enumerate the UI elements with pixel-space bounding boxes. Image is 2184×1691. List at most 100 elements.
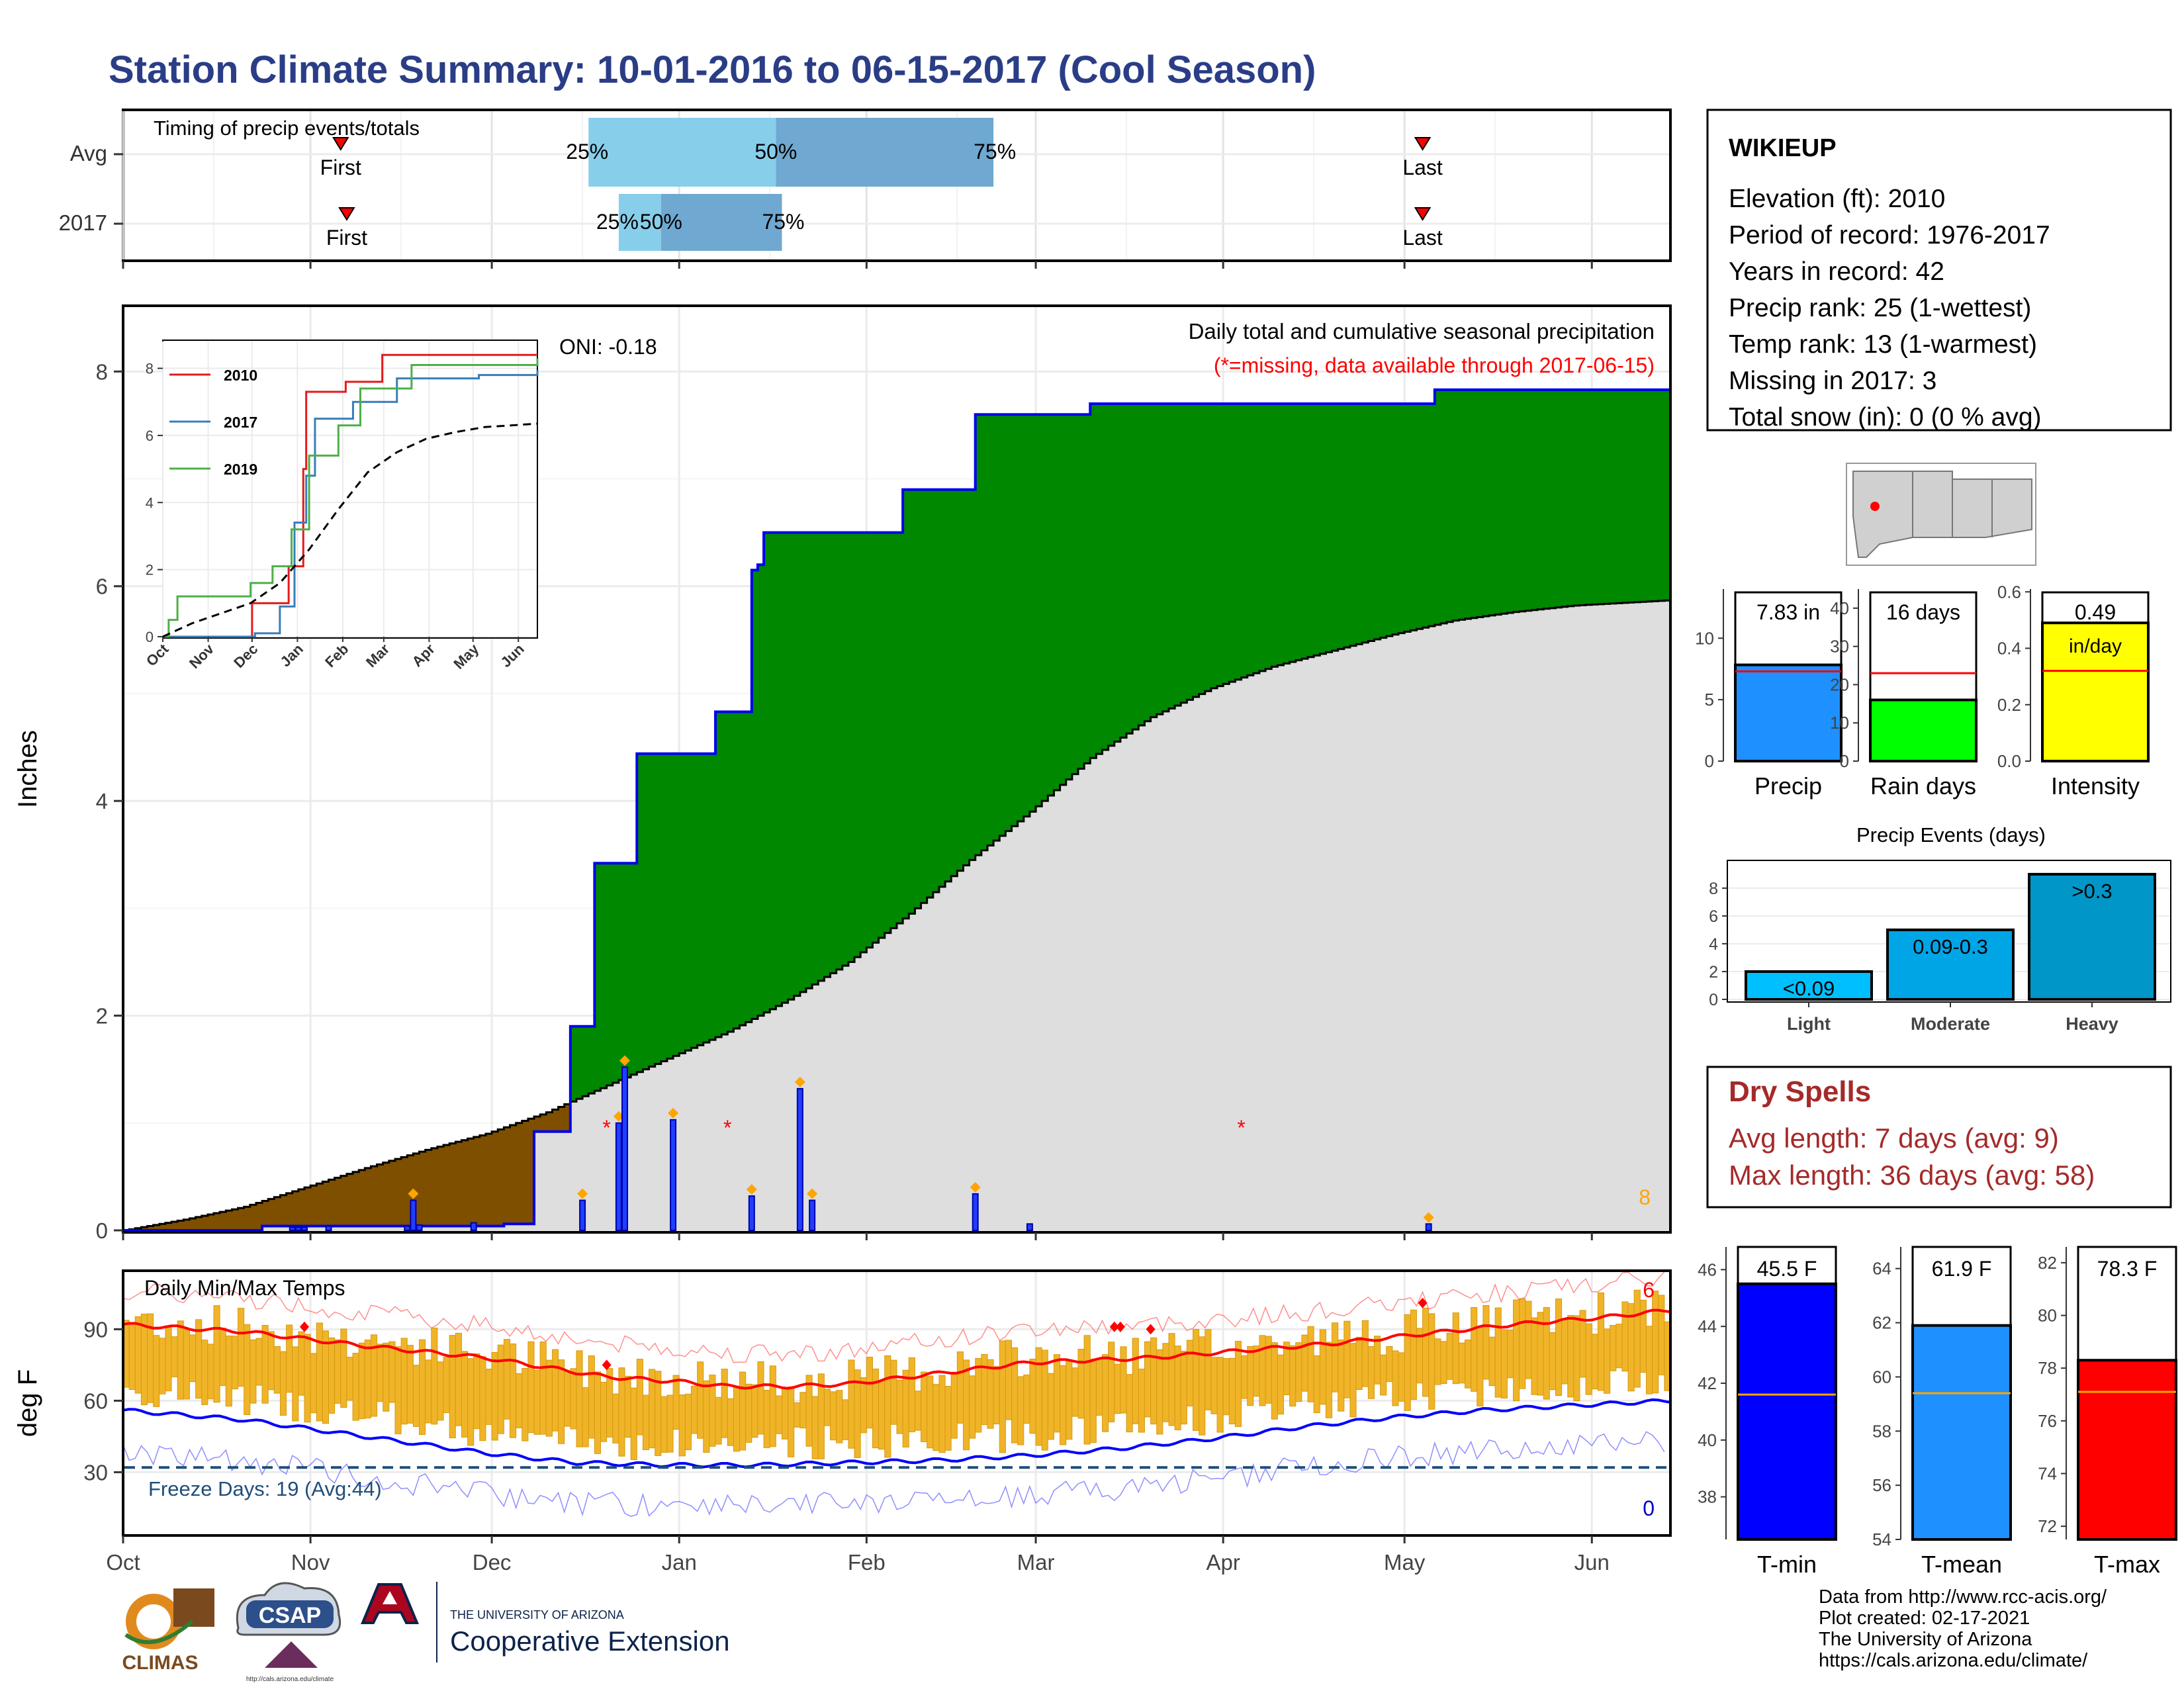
- temp-stat-y-tick-label: 58: [1872, 1421, 1891, 1441]
- missing-count: 8: [1639, 1185, 1651, 1209]
- precip-surplus-band: [1621, 389, 1629, 603]
- daily-temp-bar: [1199, 1336, 1206, 1436]
- inset-series-line: [163, 358, 539, 638]
- daily-temp-bar: [987, 1359, 994, 1429]
- daily-temp-bar: [522, 1368, 529, 1441]
- stat-bar-value-label: 7.83 in: [1756, 600, 1820, 624]
- daily-temp-bar: [261, 1324, 269, 1404]
- daily-temp-bar: [128, 1322, 136, 1391]
- precip-deficit-band: [195, 1216, 203, 1230]
- precip-surplus-band: [1519, 389, 1526, 612]
- daily-temp-bar: [467, 1358, 475, 1446]
- stat-bar-intensity: 0.0 0.2 0.4 0.6 0.49 in/day Intensity: [1997, 582, 2150, 800]
- events-bar: [1886, 928, 2015, 1001]
- record-temp-marker: [1418, 1297, 1428, 1308]
- precip-surplus-band: [1005, 414, 1013, 831]
- daily-temp-bar: [1029, 1358, 1036, 1434]
- daily-temp-bar: [1500, 1329, 1508, 1399]
- precip-surplus-band: [836, 532, 843, 970]
- precip-surplus-band: [1253, 403, 1260, 674]
- climas-logo: CLIMAS: [122, 1588, 214, 1674]
- precip-surplus-band: [1096, 403, 1103, 754]
- daily-temp-bar: [1095, 1357, 1103, 1416]
- daily-temp-bar: [1271, 1342, 1278, 1420]
- precip-surplus-band: [945, 489, 952, 882]
- temp-x-tick-label: Apr: [1206, 1550, 1240, 1575]
- daily-temp-bar: [1506, 1330, 1514, 1379]
- precip-surplus-band: [1175, 403, 1181, 706]
- precip-surplus-band: [1543, 389, 1550, 609]
- daily-temp-bar: [630, 1387, 637, 1461]
- precip-surplus-band: [1640, 389, 1647, 602]
- precip-surplus-band: [1507, 389, 1514, 613]
- daily-temp-bar: [769, 1365, 776, 1447]
- precip-surplus-band: [1501, 389, 1508, 614]
- daily-temp-bar: [636, 1359, 643, 1436]
- stat-y-tick-label: 40: [1830, 598, 1849, 618]
- daily-temp-bar: [1332, 1322, 1339, 1393]
- daily-temp-bar: [1102, 1354, 1109, 1432]
- precip-surplus-band: [1549, 389, 1557, 608]
- daily-temp-bar: [618, 1367, 625, 1457]
- daily-temp-bar: [527, 1341, 535, 1434]
- daily-temp-bar: [890, 1359, 897, 1425]
- station-precip-rank: Precip rank: 25 (1-wettest): [1729, 294, 2031, 322]
- precip-surplus-band: [776, 532, 783, 1006]
- precip-deficit-band: [504, 1127, 511, 1224]
- precip-surplus-band: [1162, 403, 1169, 711]
- precip-surplus-band: [1156, 403, 1163, 715]
- daily-temp-bar: [799, 1392, 807, 1429]
- precip-title: Daily total and cumulative seasonal prec…: [1189, 319, 1655, 343]
- daily-temp-bar: [377, 1344, 384, 1402]
- precip-deficit-band: [316, 1183, 323, 1226]
- stat-y-tick-label: 5: [1705, 690, 1714, 709]
- daily-temp-bar: [1053, 1354, 1061, 1433]
- precip-surplus-band: [1241, 403, 1248, 678]
- daily-temp-bar: [503, 1339, 510, 1420]
- temp-stat-bar-t-max: 72 74 76 78 80 82 78.3 F T-max: [2038, 1246, 2177, 1578]
- record-temp-marker: [1109, 1321, 1119, 1332]
- precip-surplus-band: [1664, 389, 1671, 601]
- stat-y-tick-label: 0: [1840, 751, 1849, 771]
- stat-y-tick-label: 10: [1830, 713, 1849, 733]
- temp-stat-bar-t-min: 38 40 42 44 46 45.5 F T-min: [1698, 1246, 1837, 1578]
- daily-temp-bar: [896, 1379, 903, 1434]
- precip-surplus-band: [1652, 389, 1659, 602]
- daily-temp-bar: [1386, 1346, 1393, 1383]
- precip-surplus-band: [842, 532, 849, 966]
- footer-line-4: https://cals.arizona.edu/climate/: [1819, 1650, 2088, 1671]
- daily-precip-marker: [408, 1188, 419, 1199]
- daily-temp-bar: [250, 1339, 257, 1404]
- daily-temp-bar: [921, 1371, 928, 1442]
- precip-deficit-band: [377, 1164, 384, 1226]
- precip-surplus-band: [1410, 403, 1418, 631]
- temp-y-axis-label: deg F: [13, 1369, 42, 1437]
- stat-y-tick-label: 0.6: [1997, 582, 2021, 602]
- daily-temp-bar: [1277, 1354, 1284, 1415]
- precip-deficit-band: [492, 1131, 498, 1226]
- daily-temp-bar: [612, 1393, 619, 1443]
- daily-temp-bar: [279, 1351, 287, 1416]
- daily-temp-bar: [1047, 1373, 1054, 1440]
- daily-temp-bar: [914, 1391, 922, 1431]
- daily-temp-bar: [1555, 1299, 1563, 1396]
- daily-temp-bar: [788, 1386, 795, 1457]
- precip-surplus-band: [1168, 403, 1175, 709]
- daily-precip-marker: [613, 1111, 624, 1122]
- precip-deficit-band: [425, 1150, 432, 1226]
- station-name: WIKIEUP: [1729, 134, 1837, 162]
- precip-deficit-band: [171, 1222, 178, 1230]
- precip-surplus-band: [1060, 414, 1067, 785]
- temp-stat-y-tick-label: 54: [1872, 1530, 1891, 1549]
- daily-temp-bar: [406, 1345, 414, 1424]
- precip-surplus-band: [1114, 403, 1121, 742]
- stat-bar-label: Rain days: [1870, 772, 1976, 800]
- precip-surplus-band: [600, 863, 608, 1089]
- precip-surplus-band: [1017, 414, 1024, 821]
- temp-stat-bar-value-label: 45.5 F: [1757, 1257, 1817, 1281]
- precip-deficit-band: [473, 1136, 480, 1226]
- daily-temp-bar: [1319, 1329, 1326, 1405]
- daily-temp-bar: [431, 1328, 438, 1425]
- daily-temp-bar: [388, 1341, 396, 1403]
